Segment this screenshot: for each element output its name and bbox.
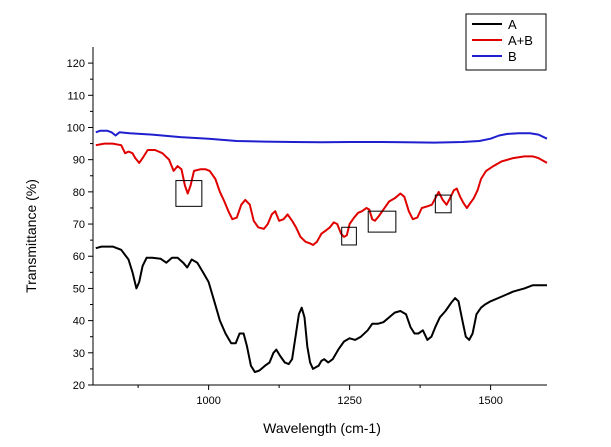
legend-label: A <box>508 17 517 32</box>
y-tick-label: 120 <box>67 58 85 70</box>
series-line-b <box>95 129 548 144</box>
y-tick-label: 20 <box>73 380 85 392</box>
y-tick-label: 30 <box>73 348 85 360</box>
annotation-box <box>367 210 397 233</box>
y-tick-label: 80 <box>73 187 85 199</box>
y-tick-label: 90 <box>73 155 85 167</box>
x-axis-title: Wavelength (cm-1) <box>263 420 381 436</box>
series-line-a-b <box>95 142 548 246</box>
y-tick-label: 110 <box>67 90 85 102</box>
y-tick-label: 60 <box>73 251 85 263</box>
y-tick-label: 40 <box>73 316 85 328</box>
y-tick-label: 50 <box>73 283 85 295</box>
y-tick-label: 70 <box>73 219 85 231</box>
legend-label: B <box>508 49 517 64</box>
legend-label: A+B <box>508 33 533 48</box>
x-tick-label: 1500 <box>478 395 502 407</box>
legend-box <box>465 13 547 71</box>
annotation-box <box>434 194 452 214</box>
y-tick-label: 100 <box>67 122 85 134</box>
annotation-box <box>341 226 357 246</box>
annotation-box <box>175 180 203 207</box>
y-axis-title: Transmittance (%) <box>23 179 39 293</box>
x-tick-label: 1250 <box>337 395 361 407</box>
x-tick-label: 1000 <box>196 395 220 407</box>
series-line-a <box>95 245 547 374</box>
